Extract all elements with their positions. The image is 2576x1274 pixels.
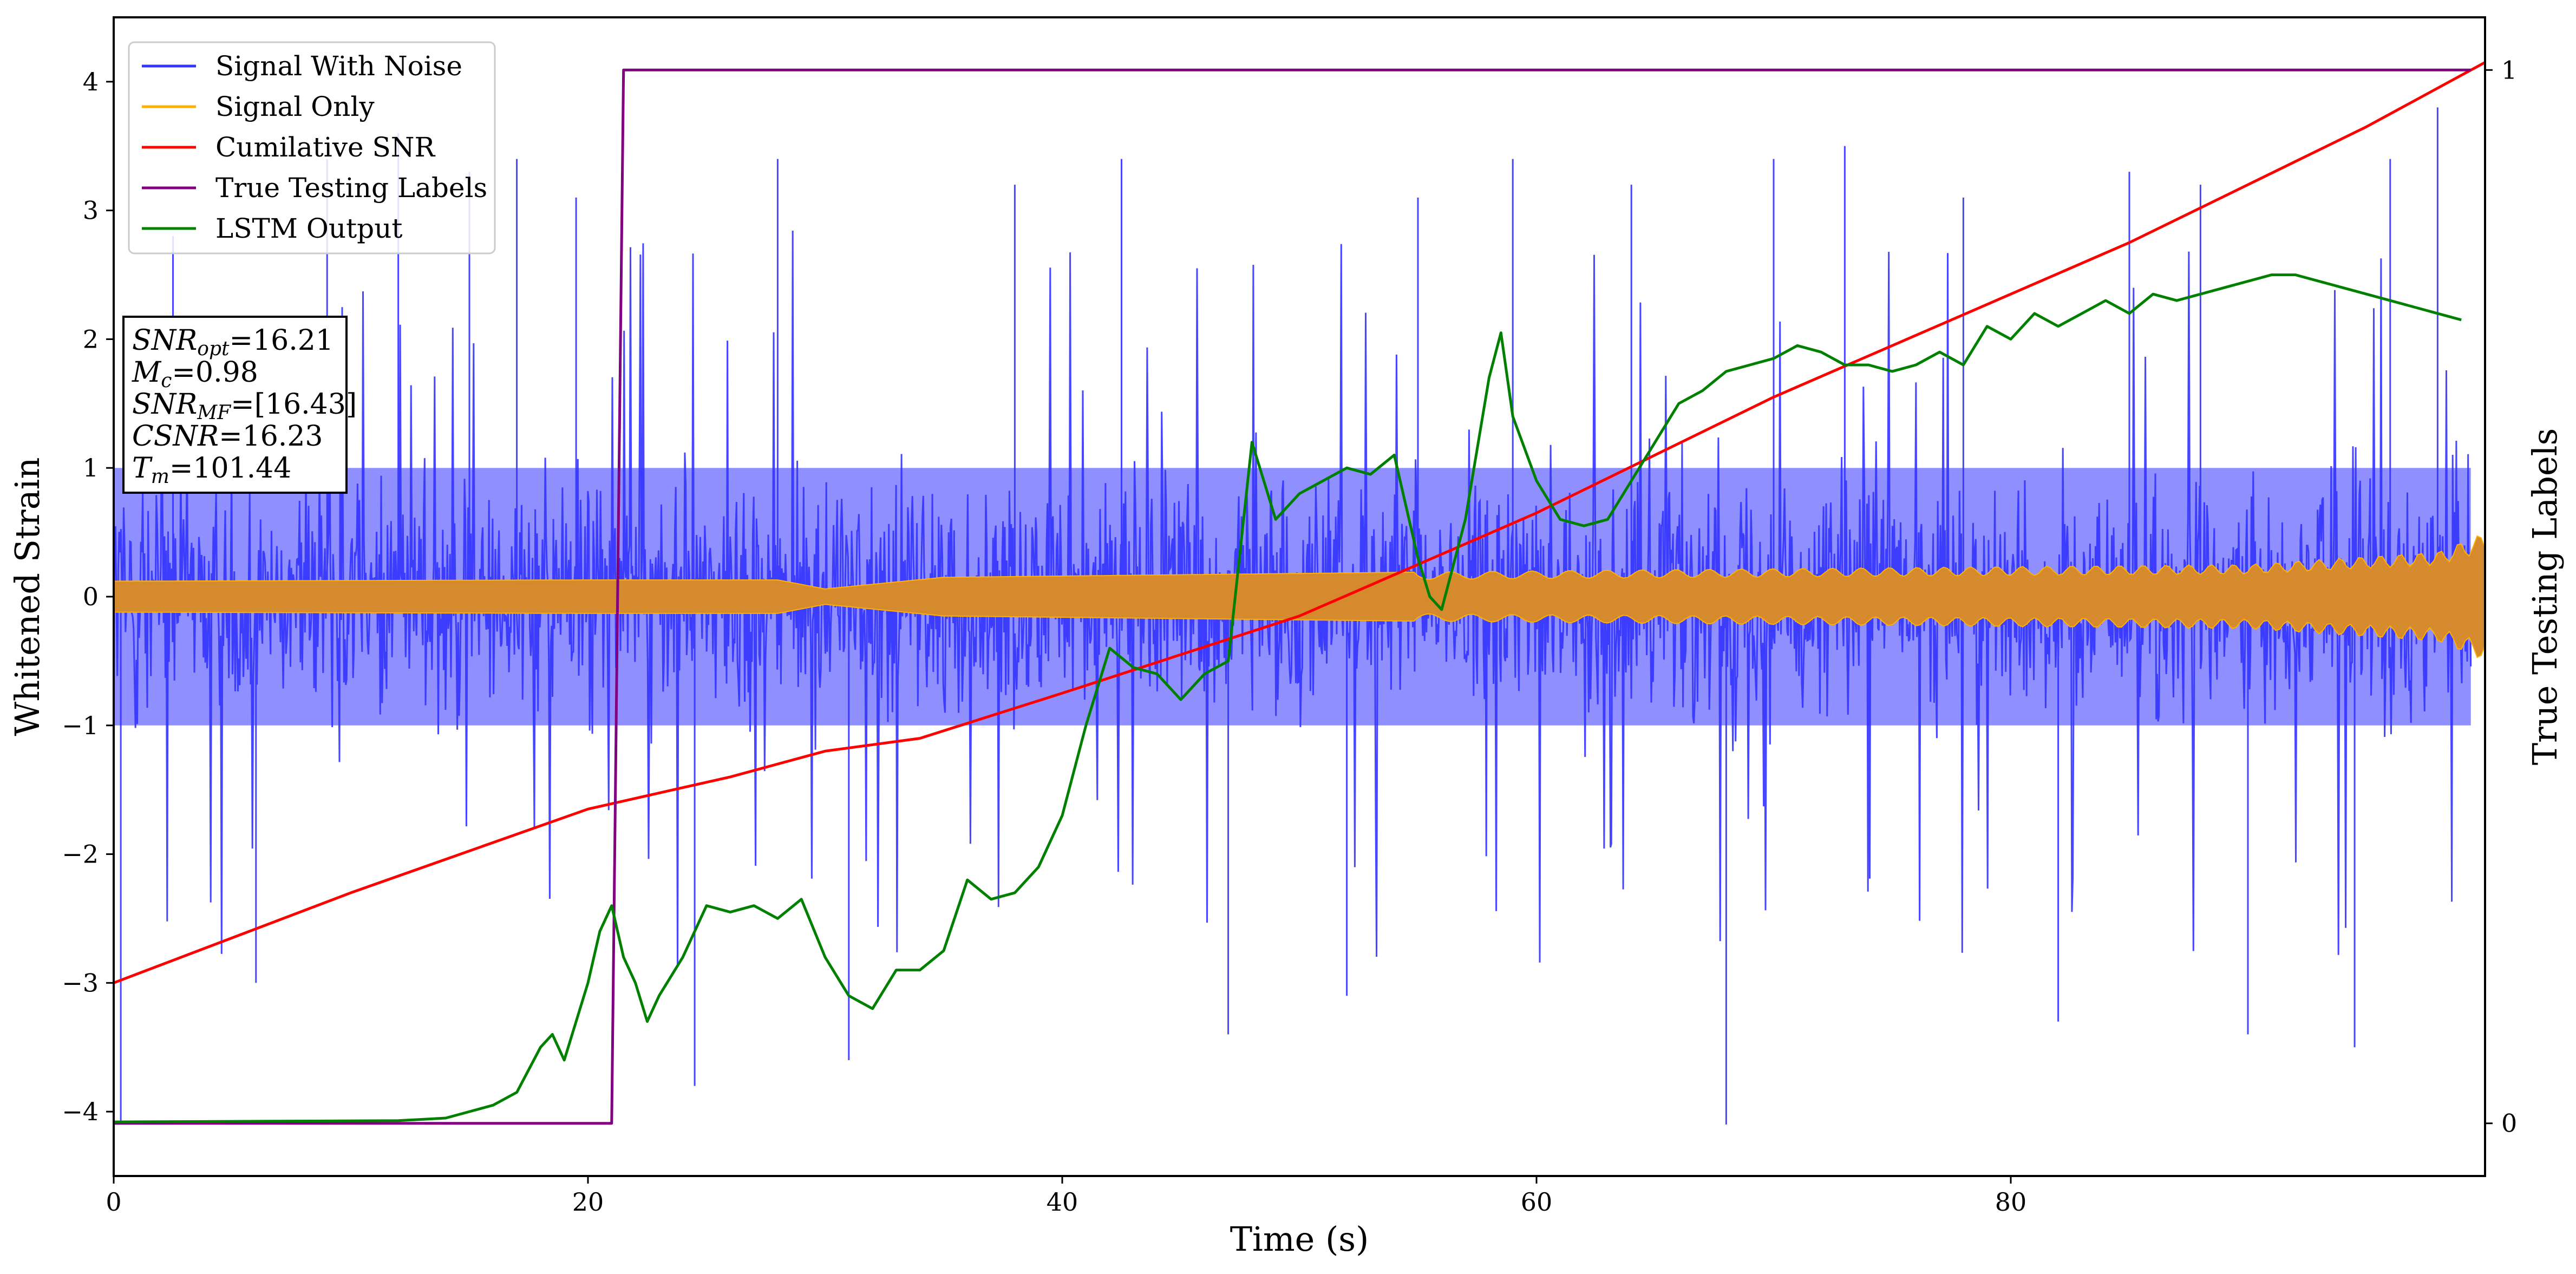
y-tick-label: −3 [62, 968, 99, 997]
x-tick-label: 80 [1995, 1187, 2027, 1217]
x-tick-label: 40 [1047, 1187, 1078, 1217]
series-cumulative-snr [113, 61, 2486, 984]
legend-entry: Signal With Noise [215, 50, 462, 82]
y-tick-label: 0 [83, 582, 99, 611]
y-tick-label: 3 [83, 196, 99, 225]
cumulative-snr-line [113, 61, 2486, 984]
info-line: SNRMF=[16.43] [132, 388, 357, 424]
info-box-frame [122, 316, 348, 494]
x-tick-label: 0 [106, 1187, 121, 1217]
info-line: CSNR=16.23 [132, 420, 323, 453]
y-axis-right-label: True Testing Labels [2525, 428, 2565, 766]
true-testing-labels-line [114, 68, 2471, 1125]
series-true-testing-labels [114, 68, 2471, 1125]
legend-box [128, 41, 496, 254]
y-axis-left: −4 −3 −2 −1 0 1 2 3 4 [62, 67, 114, 1126]
legend: Signal With Noise Signal Only Cumilative S… [128, 41, 496, 254]
y-tick-label: −2 [62, 840, 99, 869]
info-box: SNRopt=16.21Mc=0.98SNRMF=[16.43]CSNR=16.… [122, 316, 357, 494]
legend-entry: LSTM Output [215, 213, 402, 244]
info-line: SNRopt=16.21 [132, 324, 334, 360]
legend-entry: Cumilative SNR [215, 132, 435, 163]
series-lstm-output [113, 273, 2462, 1123]
y-tick-label: 1 [83, 453, 99, 482]
y-tick-label: −1 [62, 711, 99, 740]
y-tick-label: −4 [62, 1097, 99, 1126]
x-axis: 0 20 40 60 80 [106, 1176, 2026, 1217]
legend-entry: True Testing Labels [215, 172, 487, 204]
legend-entry: Signal Only [215, 91, 375, 122]
y-right-tick-label: 1 [2501, 55, 2517, 84]
y-axis-label: Whitened Strain [8, 458, 47, 736]
x-tick-label: 60 [1521, 1187, 1553, 1217]
info-line: Mc=0.98 [132, 356, 258, 392]
x-tick-label: 20 [572, 1187, 604, 1217]
x-axis-label: Time (s) [1230, 1219, 1369, 1259]
y-tick-label: 4 [83, 67, 99, 96]
lstm-output-line [113, 273, 2462, 1123]
y-axis-right: 01 [2485, 55, 2517, 1138]
info-line: Tm=101.44 [132, 452, 291, 488]
y-right-tick-label: 0 [2501, 1109, 2517, 1138]
y-tick-label: 2 [83, 324, 99, 354]
